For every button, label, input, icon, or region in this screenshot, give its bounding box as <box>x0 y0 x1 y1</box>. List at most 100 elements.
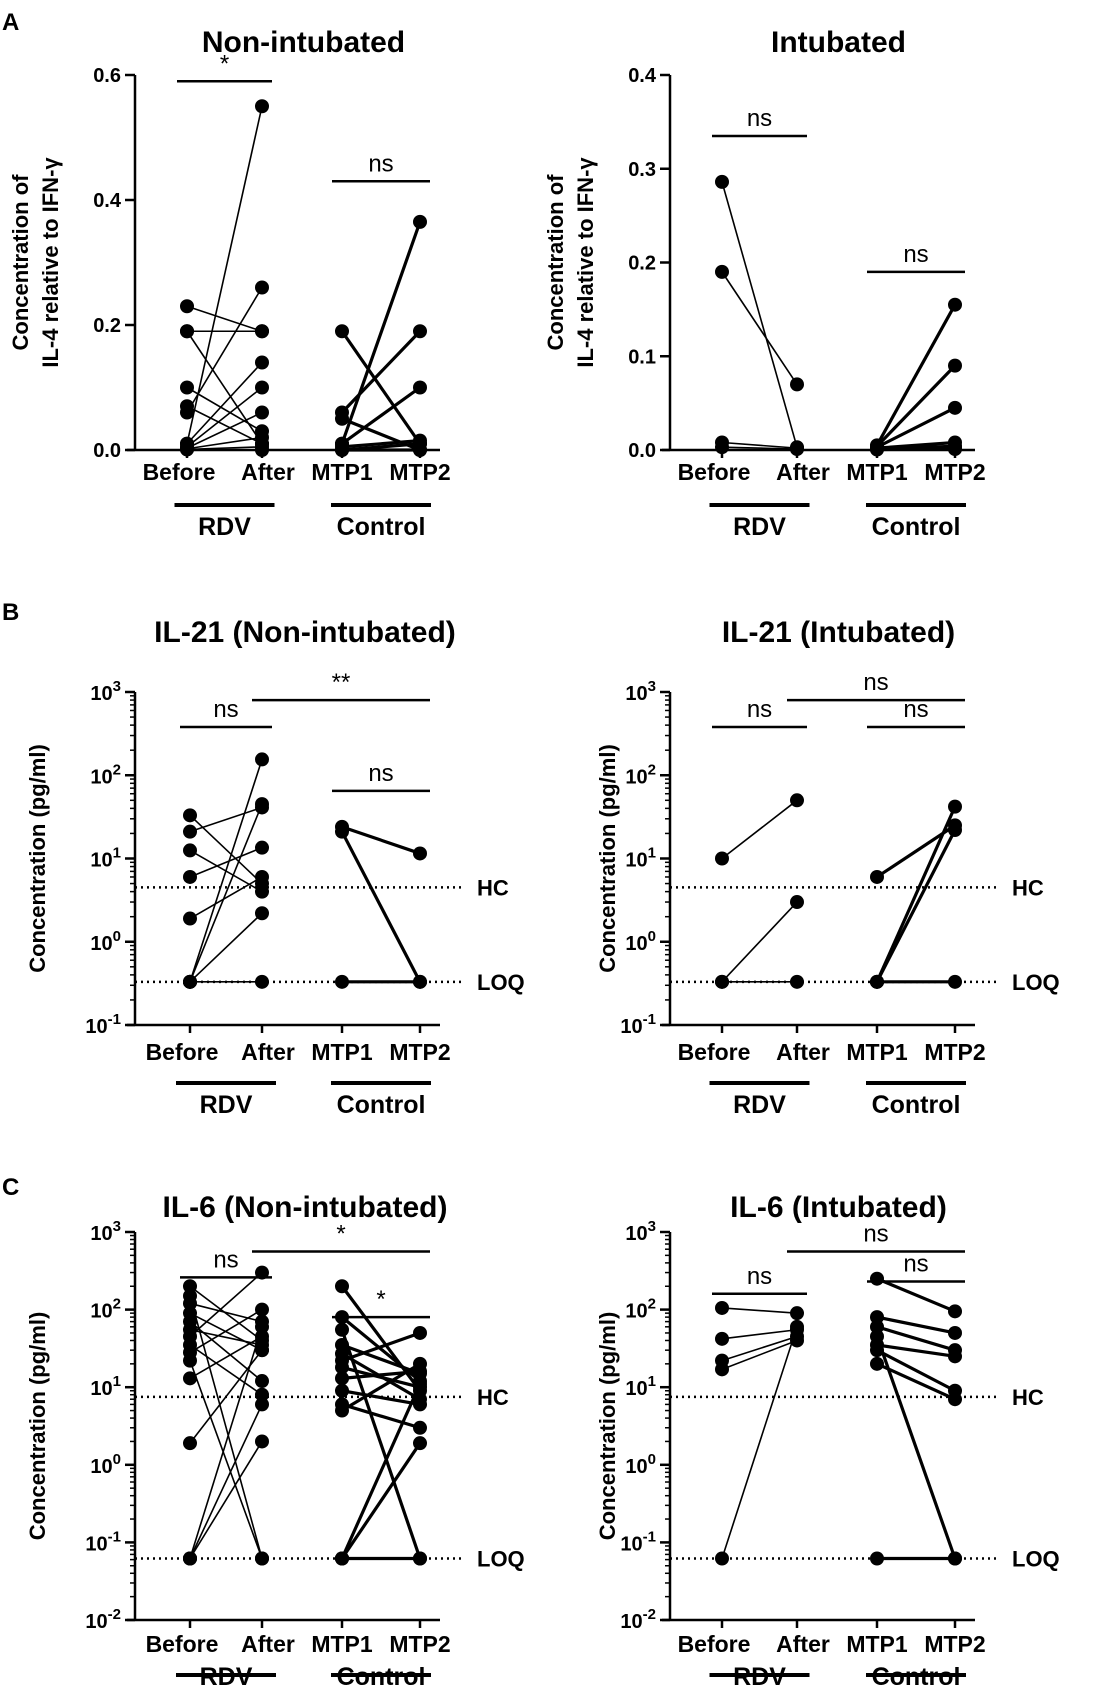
significance-label: * <box>376 1286 385 1313</box>
mtp1-point <box>335 1403 349 1418</box>
x-tick-label: After <box>241 459 295 485</box>
before-point <box>183 974 197 989</box>
significance-label: ns <box>213 1246 238 1273</box>
y-tick-base: 10 <box>625 1456 647 1478</box>
chart-B-left: IL-21 (Non-intubated) Concentration (pg/m… <box>25 616 525 1119</box>
mtp2-point <box>413 443 427 457</box>
after-point <box>255 1343 269 1358</box>
panel-label-c: C <box>2 1174 19 1201</box>
mtp2-point <box>413 1376 427 1391</box>
mtp2-point <box>948 1551 962 1566</box>
rdv-pair <box>183 974 269 989</box>
y-tick-exponent: 1 <box>113 845 121 862</box>
after-point <box>255 1434 269 1449</box>
rdv-pair-line <box>721 1335 798 1362</box>
rdv-pair-line <box>189 1271 263 1338</box>
significance-label: ns <box>863 669 888 696</box>
rdv-pair-line <box>721 901 798 983</box>
mtp1-point <box>335 443 349 457</box>
y-tick-label: 10-1 <box>85 1011 121 1038</box>
before-point <box>183 1296 197 1311</box>
control-pair-line <box>876 1325 956 1352</box>
y-tick-label: 0.4 <box>93 190 122 212</box>
mtp2-point <box>948 1349 962 1364</box>
rdv-pair-line <box>721 446 798 450</box>
rdv-pair-line <box>189 912 263 983</box>
x-tick-label: Before <box>678 1039 751 1065</box>
rdv-pair <box>183 1329 269 1386</box>
rdv-pair-line <box>186 106 263 444</box>
rdv-pair <box>180 442 269 457</box>
mtp2-point <box>413 1356 427 1371</box>
control-pair-line <box>340 221 422 445</box>
y-tick-label: 0.3 <box>628 159 656 181</box>
before-point <box>715 974 729 989</box>
control-pair <box>335 1356 427 1418</box>
control-pair <box>335 1551 427 1566</box>
y-tick-base: 10 <box>625 683 647 705</box>
control-pair-line <box>876 1348 956 1393</box>
y-tick-base: 10 <box>85 1533 107 1555</box>
mtp2-point <box>413 1420 427 1435</box>
before-point <box>715 1331 729 1346</box>
after-point <box>255 1397 269 1412</box>
y-axis-label-line1: Concentration of <box>8 174 33 351</box>
before-point <box>715 440 729 455</box>
rdv-pair <box>715 793 804 866</box>
after-point <box>255 869 269 884</box>
mtp1-point <box>870 1319 884 1334</box>
significance-label: ns <box>368 760 393 787</box>
rdv-pair-line <box>721 1307 798 1314</box>
y-tick-label: 10-1 <box>620 1011 656 1038</box>
group-label: Control <box>872 1091 961 1119</box>
before-point <box>715 1362 729 1377</box>
control-pair <box>870 1337 962 1364</box>
control-pair <box>870 974 962 989</box>
rdv-pair <box>715 264 804 392</box>
mtp2-point <box>413 1397 427 1412</box>
y-tick-base: 10 <box>90 1456 112 1478</box>
y-tick-label: 101 <box>90 1373 121 1400</box>
rdv-pair <box>715 1300 804 1321</box>
y-tick-base: 10 <box>90 766 112 788</box>
rdv-pair-line <box>721 799 798 860</box>
group-label: Control <box>337 513 426 541</box>
y-tick-label: 100 <box>90 1451 121 1478</box>
x-tick-label: Before <box>146 1631 219 1657</box>
control-pair-line <box>341 825 421 855</box>
rdv-pair <box>715 1333 804 1377</box>
y-tick-exponent: 2 <box>113 761 121 778</box>
mtp1-point <box>335 974 349 989</box>
y-tick-base: 10 <box>90 933 112 955</box>
y-tick-exponent: -1 <box>643 1011 656 1028</box>
before-point <box>180 299 194 314</box>
y-tick-label: 10-2 <box>620 1606 656 1633</box>
control-pair-line <box>875 829 957 983</box>
y-tick-label: 0.1 <box>628 346 656 368</box>
y-tick-exponent: 2 <box>113 1296 121 1313</box>
mtp2-point <box>413 1325 427 1340</box>
group-label: Control <box>337 1091 426 1119</box>
y-tick-exponent: 1 <box>113 1373 121 1390</box>
mtp1-point <box>335 1322 349 1337</box>
y-tick-base: 10 <box>625 766 647 788</box>
significance-label: ns <box>903 1251 928 1278</box>
y-tick-label: 10-1 <box>620 1528 656 1555</box>
x-tick-label: MTP1 <box>311 1039 373 1065</box>
y-tick-label: 101 <box>90 845 121 872</box>
after-point <box>255 380 269 395</box>
y-tick-exponent: 0 <box>113 1451 121 1468</box>
after-point <box>255 1265 269 1280</box>
y-tick-exponent: 2 <box>648 761 656 778</box>
mtp2-point <box>948 1325 962 1340</box>
rdv-pair <box>183 1434 269 1566</box>
after-point <box>255 884 269 899</box>
y-axis-label-line2: IL-4 relative to IFN-γ <box>573 157 598 368</box>
mtp1-point <box>335 1360 349 1375</box>
rdv-pair <box>715 440 804 457</box>
significance-label: ns <box>903 241 928 268</box>
rdv-pair <box>180 99 269 451</box>
rdv-pair-line <box>189 1308 263 1354</box>
loq-label: LOQ <box>477 1547 525 1572</box>
after-point <box>255 840 269 855</box>
